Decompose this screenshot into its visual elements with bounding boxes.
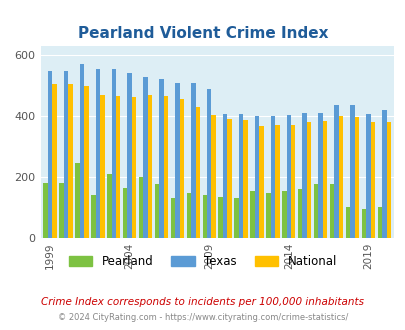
Bar (139, 177, 143, 238)
Bar (290, 125, 295, 238)
Text: Crime Index corresponds to incidents per 100,000 inhabitants: Crime Index corresponds to incidents per… (41, 297, 364, 307)
Bar (313, 184, 318, 238)
Bar (266, 193, 270, 238)
Bar (207, 89, 211, 238)
Bar (132, 97, 136, 238)
Bar (43, 183, 48, 238)
Bar (79, 64, 84, 238)
Bar (238, 114, 243, 238)
Bar (179, 99, 183, 238)
Bar (243, 120, 247, 238)
Bar (345, 207, 350, 238)
Bar (258, 126, 263, 238)
Bar (100, 95, 104, 238)
Bar (84, 86, 88, 238)
Bar (163, 96, 168, 238)
Bar (68, 84, 72, 238)
Bar (281, 190, 286, 238)
Bar (75, 163, 79, 238)
Bar (318, 113, 322, 238)
Bar (91, 195, 96, 238)
Text: Pearland Violent Crime Index: Pearland Violent Crime Index (78, 26, 327, 41)
Bar (250, 190, 254, 238)
Bar (370, 122, 374, 238)
Legend: Pearland, Texas, National: Pearland, Texas, National (64, 250, 341, 273)
Bar (127, 73, 132, 238)
Bar (48, 71, 52, 238)
Bar (222, 114, 227, 238)
Bar (350, 105, 354, 238)
Bar (381, 110, 386, 238)
Bar (218, 197, 222, 238)
Bar (338, 116, 342, 238)
Bar (159, 79, 163, 238)
Bar (96, 69, 100, 238)
Bar (306, 122, 311, 238)
Bar (175, 82, 179, 238)
Bar (211, 115, 215, 238)
Bar (227, 119, 231, 238)
Bar (322, 121, 326, 238)
Bar (386, 122, 390, 238)
Text: © 2024 CityRating.com - https://www.cityrating.com/crime-statistics/: © 2024 CityRating.com - https://www.city… (58, 313, 347, 322)
Bar (275, 125, 279, 238)
Bar (59, 183, 64, 238)
Bar (116, 96, 120, 238)
Bar (111, 69, 116, 238)
Bar (64, 71, 68, 238)
Bar (297, 189, 302, 238)
Bar (302, 113, 306, 238)
Bar (329, 184, 333, 238)
Bar (365, 114, 370, 238)
Bar (377, 207, 381, 238)
Bar (107, 174, 111, 238)
Bar (202, 195, 207, 238)
Bar (270, 116, 275, 238)
Bar (234, 198, 238, 238)
Bar (171, 198, 175, 238)
Bar (254, 116, 258, 238)
Bar (147, 95, 152, 238)
Bar (154, 184, 159, 238)
Bar (195, 107, 200, 238)
Bar (361, 209, 365, 238)
Bar (186, 193, 191, 238)
Bar (191, 82, 195, 238)
Bar (286, 115, 290, 238)
Bar (333, 105, 338, 238)
Bar (143, 77, 147, 238)
Bar (52, 84, 57, 238)
Bar (354, 117, 358, 238)
Bar (123, 188, 127, 238)
